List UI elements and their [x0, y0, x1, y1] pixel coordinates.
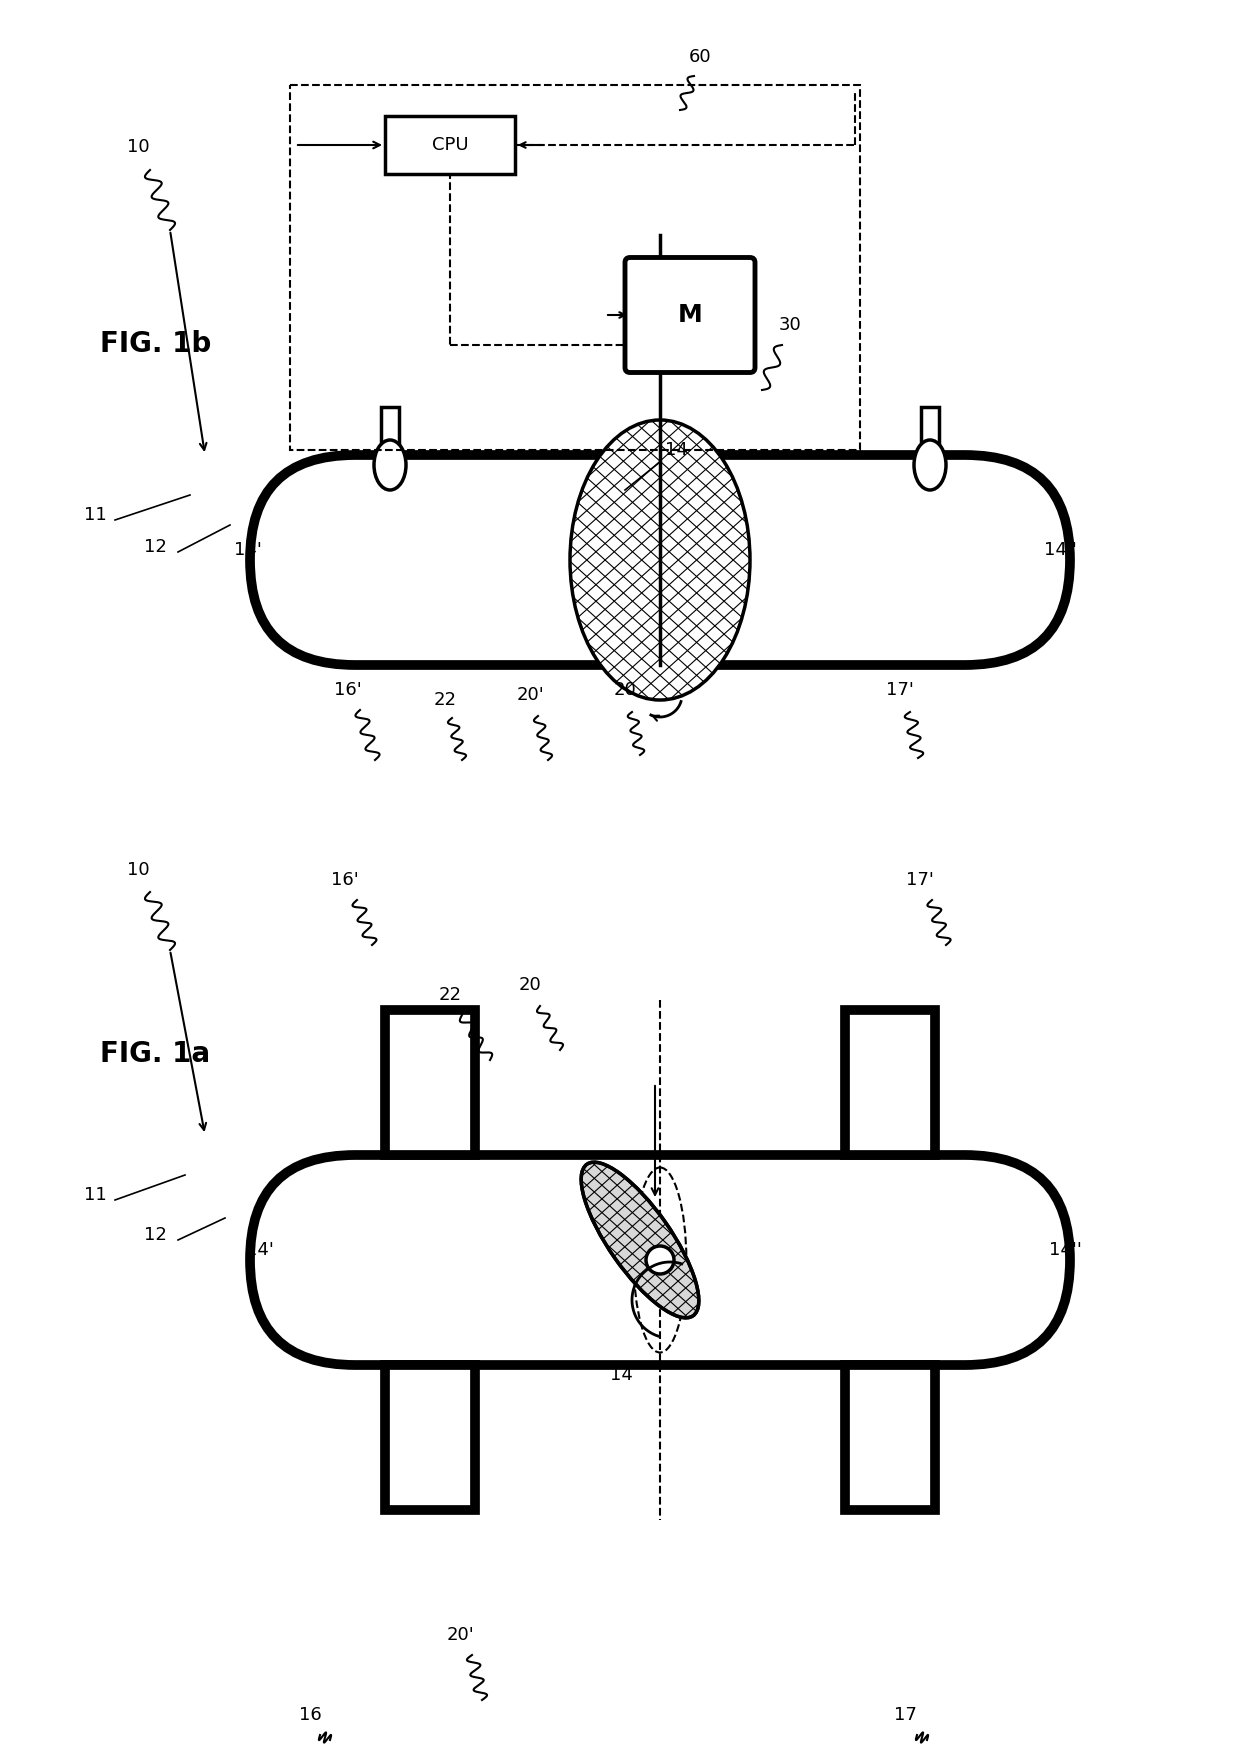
Text: 20: 20 — [518, 976, 542, 994]
Text: 20': 20' — [516, 685, 544, 705]
Text: 16': 16' — [334, 680, 362, 699]
Ellipse shape — [914, 440, 946, 491]
Text: FIG. 1b: FIG. 1b — [100, 330, 211, 358]
Bar — [844, 1010, 935, 1155]
Text: 14': 14' — [234, 542, 262, 559]
Text: 14: 14 — [665, 442, 688, 459]
FancyBboxPatch shape — [625, 258, 755, 372]
FancyBboxPatch shape — [250, 456, 1070, 664]
Ellipse shape — [570, 421, 750, 699]
Text: 22: 22 — [434, 691, 456, 708]
Text: 20': 20' — [446, 1627, 474, 1644]
Ellipse shape — [582, 1162, 699, 1318]
Bar — [384, 1366, 475, 1509]
Text: 14'': 14'' — [1049, 1241, 1081, 1259]
Text: CPU: CPU — [432, 137, 469, 154]
Text: 17: 17 — [894, 1706, 916, 1723]
Text: 30: 30 — [779, 316, 801, 335]
Text: 16': 16' — [331, 871, 358, 889]
Text: 10: 10 — [126, 861, 149, 878]
Text: 17': 17' — [887, 680, 914, 699]
Text: 22: 22 — [439, 985, 461, 1004]
Text: 10: 10 — [126, 138, 149, 156]
Ellipse shape — [374, 440, 405, 491]
Text: 14: 14 — [610, 1366, 632, 1385]
Text: 12: 12 — [144, 538, 166, 556]
Bar — [921, 407, 939, 447]
Text: 11: 11 — [83, 507, 107, 524]
Text: 11: 11 — [83, 1187, 107, 1204]
Text: 20: 20 — [614, 680, 636, 699]
Bar — [384, 1010, 475, 1155]
Text: 16: 16 — [299, 1706, 321, 1723]
Text: 12: 12 — [144, 1225, 166, 1245]
Circle shape — [646, 1246, 675, 1274]
Text: 14': 14' — [246, 1241, 274, 1259]
FancyBboxPatch shape — [250, 1155, 1070, 1366]
Text: M: M — [677, 303, 702, 328]
Text: 14'': 14'' — [1044, 542, 1076, 559]
Bar — [381, 407, 399, 447]
Bar — [290, 84, 861, 451]
Bar — [844, 1366, 935, 1509]
Text: 17': 17' — [906, 871, 934, 889]
Bar — [384, 116, 515, 174]
Text: FIG. 1a: FIG. 1a — [100, 1040, 210, 1068]
Text: 60: 60 — [688, 47, 712, 67]
